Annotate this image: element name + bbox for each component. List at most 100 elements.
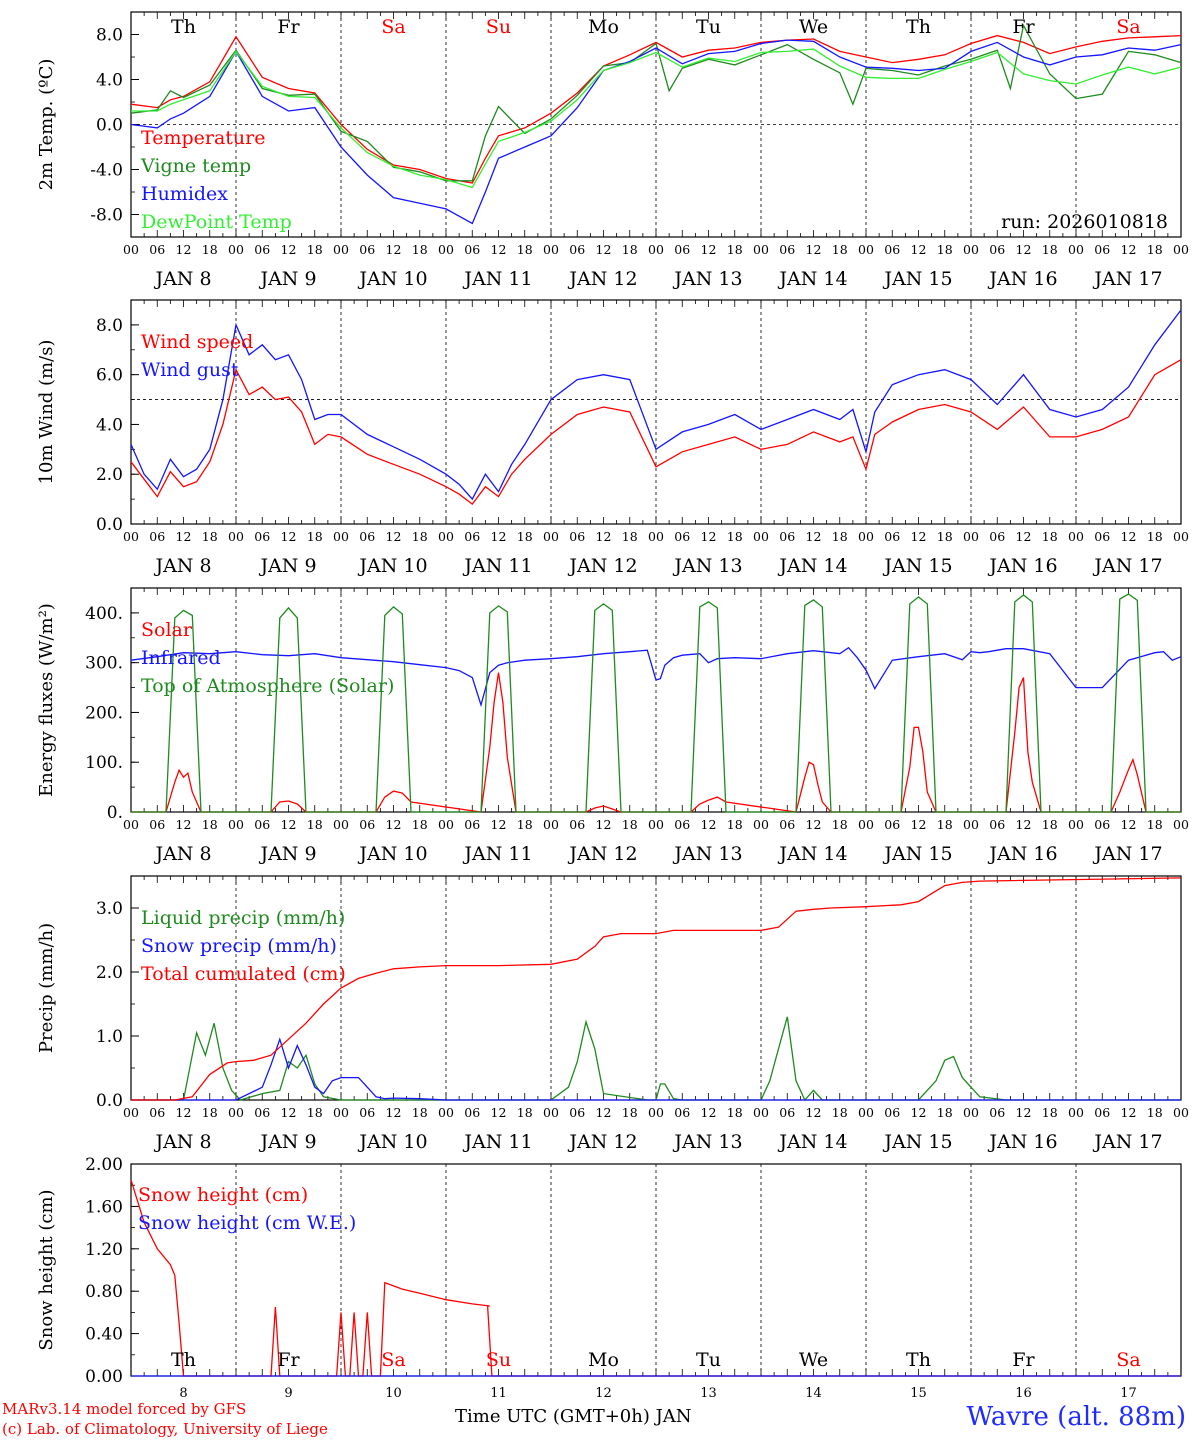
temp-date-label: JAN 17 — [1092, 268, 1162, 290]
wind-hour-label: 06 — [254, 529, 270, 544]
temp-date-label: JAN 10 — [357, 268, 427, 290]
snow-y-tick-label: 0.00 — [85, 1367, 123, 1387]
snow-weekday-label: Fr — [1012, 1349, 1035, 1371]
energy-hour-label: 18 — [412, 817, 428, 832]
snow-day-number: 9 — [284, 1386, 292, 1401]
precip-hour-label: 06 — [359, 1105, 375, 1120]
temp-hour-label: 00 — [1068, 242, 1084, 257]
temp-date-label: JAN 12 — [567, 268, 637, 290]
energy-y-tick-label: 100. — [85, 753, 123, 773]
temp-hour-label: 12 — [1016, 242, 1032, 257]
wind-hour-label: 06 — [779, 529, 795, 544]
snow-y-tick-label: 2.00 — [85, 1155, 123, 1175]
temp-hour-label: 18 — [832, 242, 848, 257]
wind-hour-label: 00 — [228, 529, 244, 544]
wind-hour-label: 06 — [359, 529, 375, 544]
temp-y-tick-label: 0.0 — [96, 116, 123, 136]
precip-y-tick-label: 2.0 — [96, 963, 123, 983]
precip-hour-label: 18 — [1147, 1105, 1163, 1120]
wind-hour-label: 18 — [832, 529, 848, 544]
wind-hour-label: 12 — [701, 529, 717, 544]
precip-hour-label: 06 — [464, 1105, 480, 1120]
wind-hour-label: 00 — [543, 529, 559, 544]
wind-hour-label: 00 — [123, 529, 139, 544]
precip-date-label: JAN 14 — [777, 1131, 847, 1153]
precip-legend-entry: Total cumulated (cm) — [141, 963, 346, 985]
precip-hour-label: 00 — [438, 1105, 454, 1120]
temp-hour-label: 18 — [307, 242, 323, 257]
wind-hour-label: 00 — [858, 529, 874, 544]
temp-hour-label: 18 — [202, 242, 218, 257]
run-label: run: 2026010818 — [1001, 211, 1168, 233]
temp-hour-label: 12 — [596, 242, 612, 257]
energy-hour-label: 18 — [1147, 817, 1163, 832]
energy-y-tick-label: 0. — [107, 803, 123, 823]
wind-hour-label: 00 — [648, 529, 664, 544]
snow-legend-entry: Snow height (cm W.E.) — [138, 1212, 356, 1234]
temp-hour-label: 00 — [858, 242, 874, 257]
precip-hour-label: 06 — [149, 1105, 165, 1120]
snow-day-number: 16 — [1015, 1386, 1032, 1401]
wind-hour-label: 18 — [1147, 529, 1163, 544]
temp-hour-label: 12 — [281, 242, 297, 257]
snow-legend-entry: Snow height (cm) — [138, 1184, 308, 1206]
wind-hour-label: 18 — [517, 529, 533, 544]
precip-hour-label: 00 — [123, 1105, 139, 1120]
temp-y-tick-label: 4.0 — [96, 71, 123, 91]
precip-series-snow-precip-mm-h — [131, 1037, 1181, 1101]
temp-hour-label: 00 — [543, 242, 559, 257]
wind-y-tick-label: 0.0 — [96, 515, 123, 535]
snow-weekday-label: Su — [486, 1349, 511, 1371]
precip-date-label: JAN 8 — [153, 1131, 211, 1153]
precip-hour-label: 18 — [307, 1105, 323, 1120]
temp-hour-label: 18 — [622, 242, 638, 257]
energy-hour-label: 06 — [359, 817, 375, 832]
temp-y-tick-label: -4.0 — [90, 161, 123, 181]
precip-hour-label: 12 — [176, 1105, 192, 1120]
precip-hour-label: 06 — [254, 1105, 270, 1120]
temp-hour-label: 06 — [149, 242, 165, 257]
energy-hour-label: 12 — [806, 817, 822, 832]
wind-hour-label: 00 — [1173, 529, 1189, 544]
precip-hour-label: 18 — [412, 1105, 428, 1120]
energy-hour-label: 12 — [281, 817, 297, 832]
wind-date-label: JAN 9 — [258, 555, 316, 577]
precip-hour-label: 12 — [911, 1105, 927, 1120]
wind-hour-label: 18 — [307, 529, 323, 544]
precip-hour-label: 12 — [806, 1105, 822, 1120]
temp-hour-label: 00 — [123, 242, 139, 257]
temp-series-vigne-temp — [130, 23, 1182, 182]
energy-date-label: JAN 8 — [153, 843, 211, 865]
wind-y-tick-label: 8.0 — [96, 316, 123, 336]
temp-date-label: JAN 13 — [672, 268, 742, 290]
precip-hour-label: 18 — [832, 1105, 848, 1120]
temp-hour-label: 06 — [254, 242, 270, 257]
temp-date-label: JAN 14 — [777, 268, 847, 290]
wind-date-label: JAN 10 — [357, 555, 427, 577]
snow-day-number: 17 — [1120, 1386, 1137, 1401]
temp-weekday-label: Tu — [696, 16, 721, 38]
temp-weekday-label: We — [799, 16, 828, 38]
wind-y-tick-label: 4.0 — [96, 415, 123, 435]
energy-hour-label: 12 — [596, 817, 612, 832]
wind-y-tick-label: 2.0 — [96, 465, 123, 485]
wind-y-axis-label: 10m Wind (m/s) — [36, 340, 57, 485]
wind-hour-label: 06 — [464, 529, 480, 544]
precip-hour-label: 18 — [622, 1105, 638, 1120]
energy-date-label: JAN 11 — [462, 843, 532, 865]
precip-hour-label: 00 — [858, 1105, 874, 1120]
precip-hour-label: 00 — [543, 1105, 559, 1120]
energy-date-label: JAN 9 — [258, 843, 316, 865]
temp-series-temperature — [130, 34, 1182, 184]
energy-hour-label: 18 — [832, 817, 848, 832]
precip-hour-label: 00 — [648, 1105, 664, 1120]
precip-hour-label: 12 — [1121, 1105, 1137, 1120]
energy-hour-label: 06 — [149, 817, 165, 832]
temp-legend-entry: Vigne temp — [140, 155, 251, 177]
precip-hour-label: 12 — [491, 1105, 507, 1120]
temp-hour-label: 12 — [1121, 242, 1137, 257]
energy-hour-label: 06 — [569, 817, 585, 832]
temp-hour-label: 12 — [176, 242, 192, 257]
precip-hour-label: 18 — [517, 1105, 533, 1120]
energy-hour-label: 12 — [911, 817, 927, 832]
